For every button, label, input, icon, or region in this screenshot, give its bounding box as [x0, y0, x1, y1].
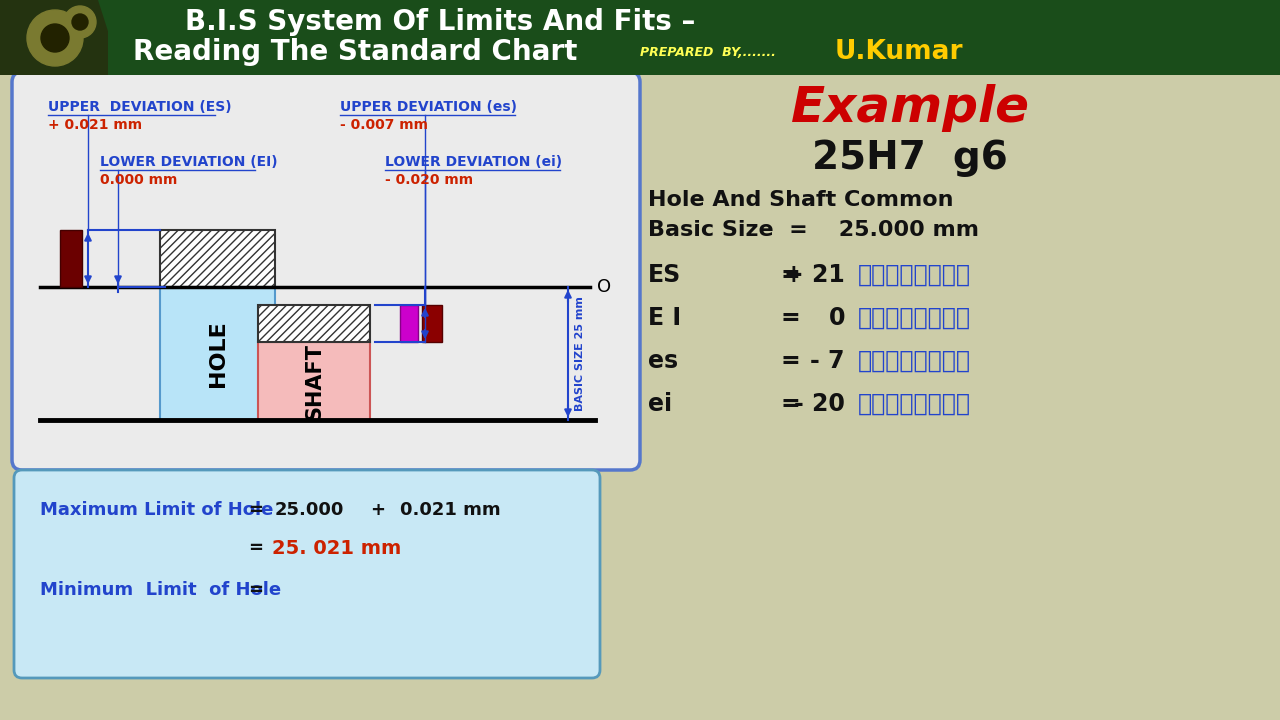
Text: + 0.021 mm: + 0.021 mm — [49, 118, 142, 132]
Text: 25.000: 25.000 — [275, 501, 344, 519]
Text: HOLE: HOLE — [207, 320, 228, 387]
Text: मायक्रॉन: मायक्रॉन — [858, 392, 972, 416]
Text: Maximum Limit of Hole: Maximum Limit of Hole — [40, 501, 274, 519]
Text: =: = — [248, 501, 262, 519]
Text: + 21: + 21 — [785, 263, 845, 287]
Bar — [422, 305, 442, 342]
Circle shape — [64, 6, 96, 38]
Bar — [259, 342, 370, 420]
Text: 25H7  g6: 25H7 g6 — [812, 139, 1007, 177]
Text: 0.021 mm: 0.021 mm — [399, 501, 500, 519]
Text: - 20: - 20 — [794, 392, 845, 416]
Circle shape — [41, 24, 69, 52]
Text: =: = — [248, 539, 262, 557]
Text: LOWER DEVIATION (EI): LOWER DEVIATION (EI) — [100, 155, 278, 169]
Text: - 0.020 mm: - 0.020 mm — [385, 173, 474, 187]
Bar — [399, 305, 419, 342]
Text: मायक्रॉन: मायक्रॉन — [858, 306, 972, 330]
Text: मायक्रॉन: मायक्रॉन — [858, 349, 972, 373]
Text: ES: ES — [648, 263, 681, 287]
Text: =: = — [780, 263, 800, 287]
Text: ei: ei — [648, 392, 672, 416]
Text: UPPER  DEVIATION (ES): UPPER DEVIATION (ES) — [49, 100, 232, 114]
Text: =: = — [780, 349, 800, 373]
Text: Example: Example — [791, 84, 1029, 132]
Bar — [0, 0, 1280, 75]
Circle shape — [72, 14, 88, 30]
Text: E I: E I — [648, 306, 681, 330]
Text: =: = — [248, 581, 262, 599]
Text: Reading The Standard Chart: Reading The Standard Chart — [133, 38, 577, 66]
Text: 0: 0 — [828, 306, 845, 330]
Text: Hole And Shaft Common: Hole And Shaft Common — [648, 190, 954, 210]
Bar — [160, 230, 275, 287]
Text: =: = — [780, 306, 800, 330]
Text: UPPER DEVIATION (es): UPPER DEVIATION (es) — [340, 100, 517, 114]
Text: SHAFT: SHAFT — [305, 343, 324, 420]
FancyBboxPatch shape — [14, 470, 600, 678]
Text: =: = — [780, 392, 800, 416]
Text: मायक्रॉन: मायक्रॉन — [858, 263, 972, 287]
Text: 0.000 mm: 0.000 mm — [100, 173, 178, 187]
Text: BASIC SIZE 25 mm: BASIC SIZE 25 mm — [575, 296, 585, 411]
Text: U.Kumar: U.Kumar — [835, 39, 964, 65]
FancyBboxPatch shape — [12, 72, 640, 470]
Text: PREPARED  BY,.......: PREPARED BY,....... — [640, 45, 776, 58]
Text: B.I.S System Of Limits And Fits –: B.I.S System Of Limits And Fits – — [184, 8, 695, 36]
Text: - 0.007 mm: - 0.007 mm — [340, 118, 428, 132]
Bar — [160, 287, 275, 420]
Circle shape — [27, 10, 83, 66]
Polygon shape — [99, 0, 132, 75]
Text: 25. 021 mm: 25. 021 mm — [273, 539, 401, 557]
Bar — [0, 0, 108, 75]
Text: Minimum  Limit  of Hole: Minimum Limit of Hole — [40, 581, 282, 599]
Text: +: + — [370, 501, 385, 519]
Text: LOWER DEVIATION (ei): LOWER DEVIATION (ei) — [385, 155, 562, 169]
Text: es: es — [648, 349, 678, 373]
Text: O: O — [596, 278, 611, 296]
Text: Basic Size  =    25.000 mm: Basic Size = 25.000 mm — [648, 220, 979, 240]
Text: - 7: - 7 — [810, 349, 845, 373]
Bar — [60, 230, 82, 287]
Bar — [259, 305, 370, 342]
